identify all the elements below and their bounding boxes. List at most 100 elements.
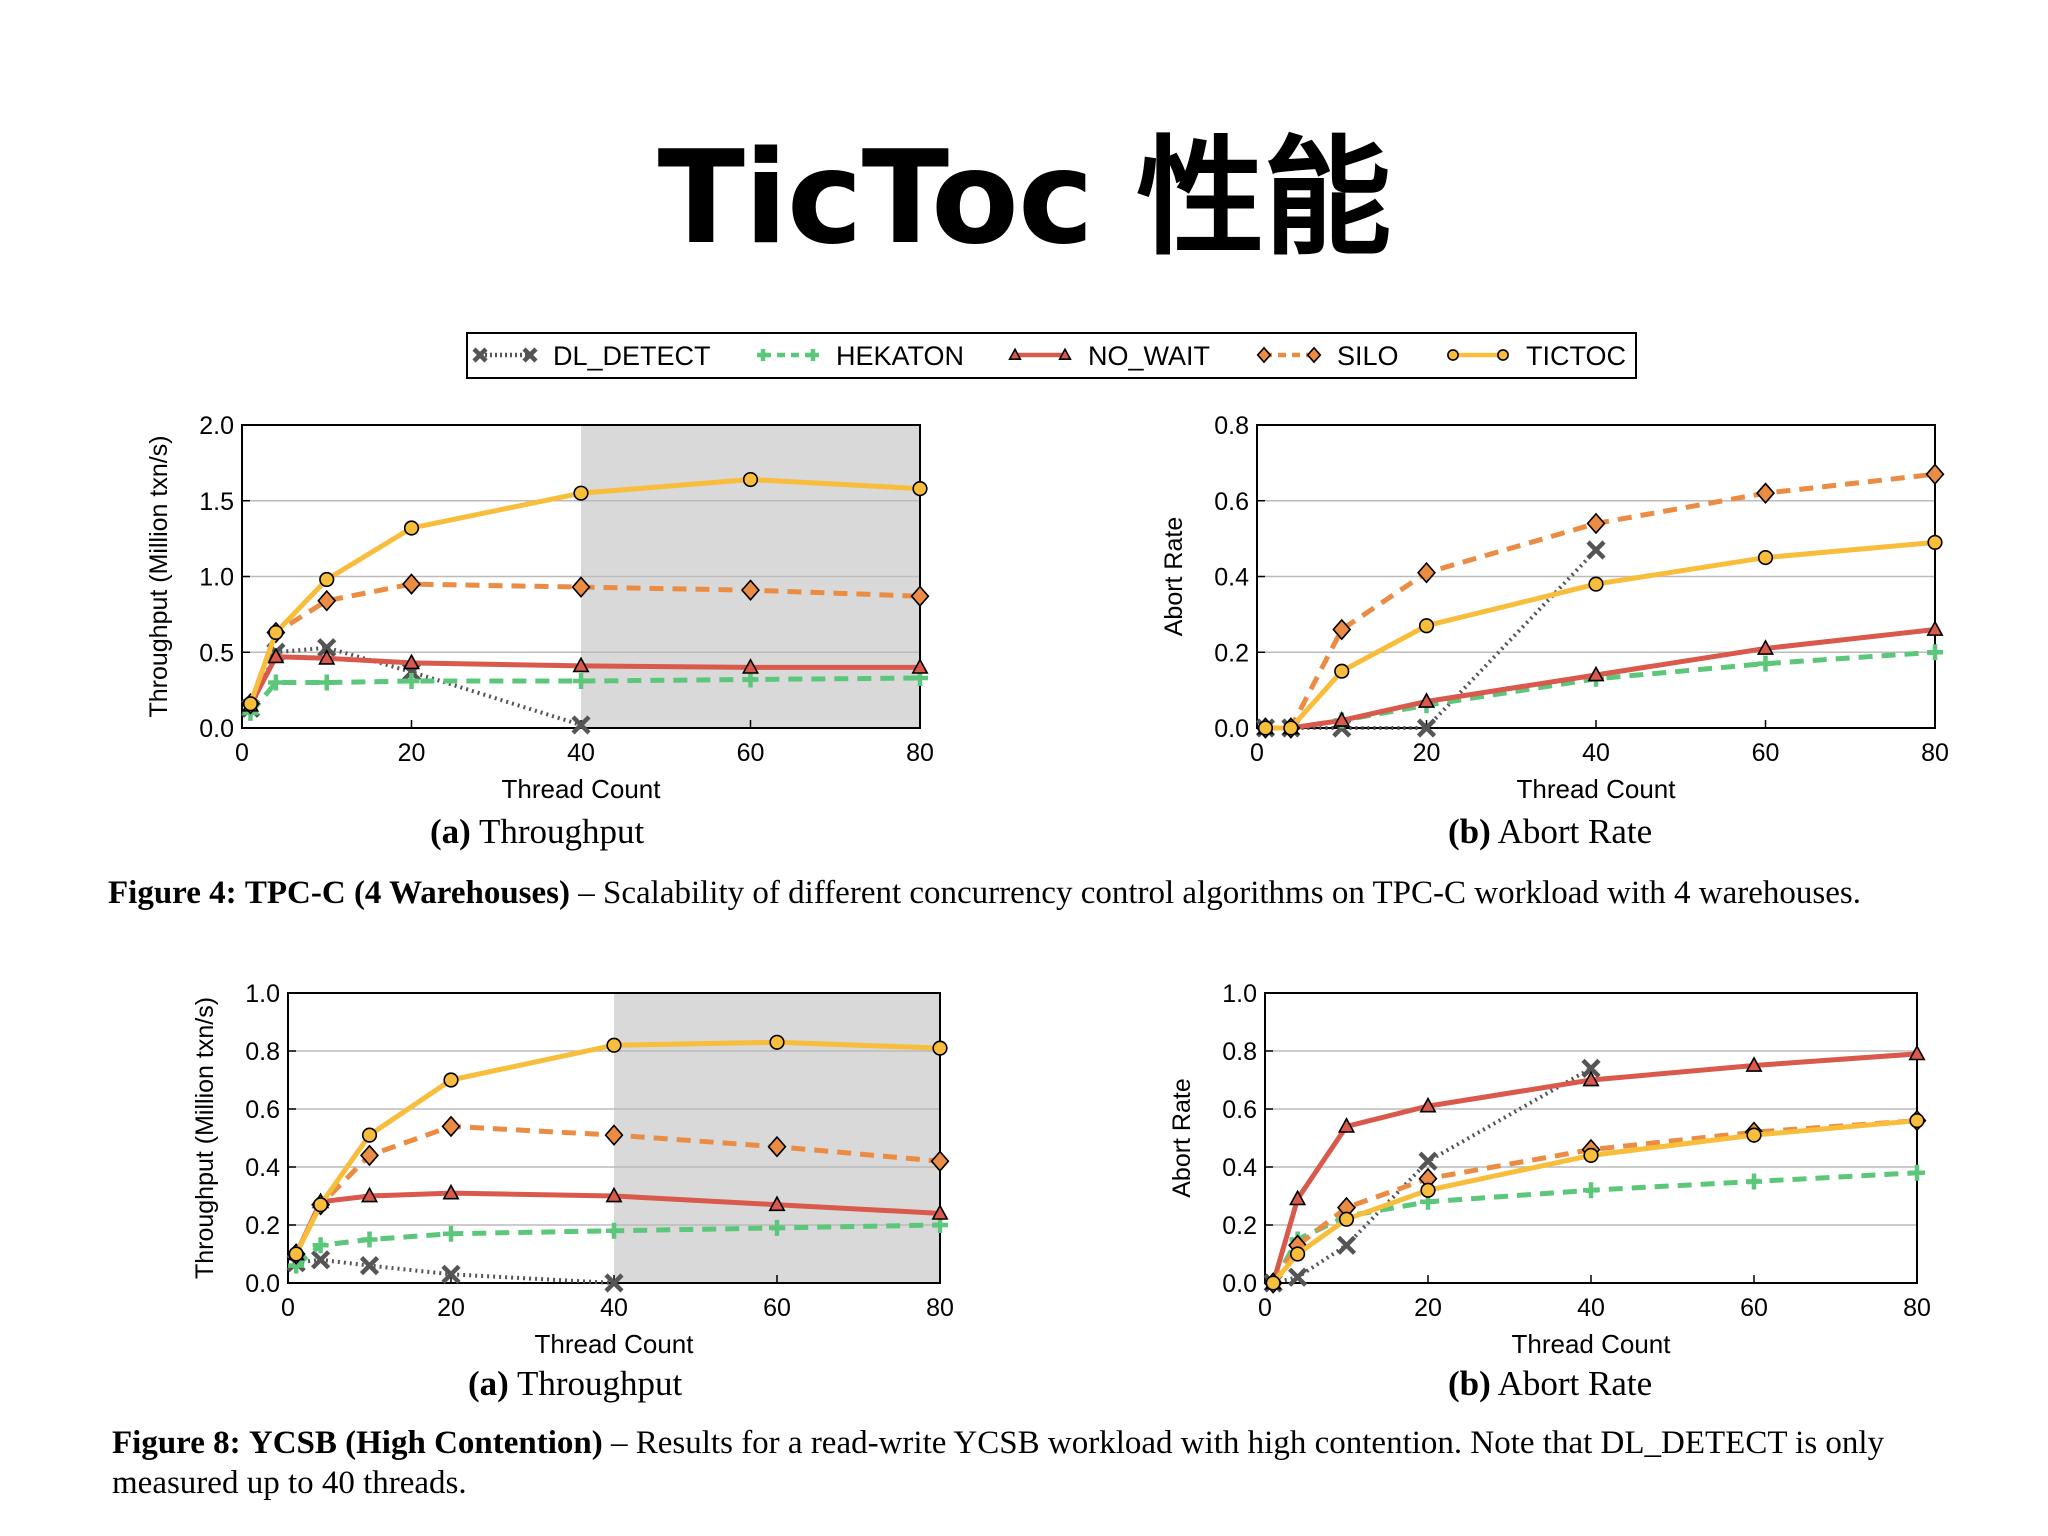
figure4-caption-bold: TPC-C (4 Warehouses) <box>244 875 570 911</box>
legend-label-hekaton: HEKATON <box>836 341 964 371</box>
data-point-silo <box>441 1115 461 1138</box>
data-point-no_wait <box>1417 692 1436 708</box>
data-point-dl_detect <box>317 638 337 658</box>
data-point-tictoc <box>1588 576 1604 592</box>
x-tick-label: 60 <box>1752 739 1780 767</box>
y-tick-label: 0.4 <box>245 1154 280 1182</box>
data-point-silo <box>1925 463 1945 486</box>
figure8-caption-text: – Results for a read-write YCSB workload… <box>611 1425 1885 1461</box>
y-tick-label: 1.0 <box>1222 980 1257 1008</box>
data-point-tictoc <box>573 485 589 501</box>
data-point-dl_detect <box>571 715 591 735</box>
series-line-dl_detect <box>248 645 582 727</box>
data-point-no_wait <box>1926 620 1944 636</box>
data-point-tictoc <box>1338 1211 1355 1227</box>
data-point-tictoc <box>1583 1147 1599 1163</box>
data-point-tictoc <box>403 520 420 536</box>
legend-marker-hekaton <box>757 349 769 361</box>
data-point-no_wait <box>1745 1056 1763 1072</box>
subtitle-label: (a) <box>468 1364 509 1403</box>
legend-marker-silo <box>1306 346 1322 364</box>
data-point-no_wait <box>911 658 929 674</box>
data-point-silo <box>360 1144 379 1167</box>
figure4-caption-label: Figure 4: <box>108 875 237 911</box>
series-line-tictoc <box>1265 539 1936 731</box>
y-tick-label: 0.0 <box>1222 1270 1257 1298</box>
data-point-dl_detect <box>311 1250 331 1270</box>
data-point-tictoc <box>443 1072 459 1088</box>
legend-marker-dl_detect <box>522 347 538 363</box>
data-point-hekaton <box>742 671 759 688</box>
y-tick-label: 0.8 <box>245 1038 280 1066</box>
y-tick-label: 0.0 <box>1214 715 1249 743</box>
data-point-tictoc <box>1420 1182 1436 1198</box>
legend-label-tictoc: TICTOC <box>1526 341 1626 371</box>
x-tick-label: 20 <box>437 1294 465 1322</box>
legend: DL_DETECT HEKATON NO_WAIT SILO TICTOC <box>466 332 1637 379</box>
y-tick-label: 1.5 <box>199 488 234 516</box>
data-point-no_wait <box>360 1186 379 1203</box>
data-point-tictoc <box>1265 1275 1281 1291</box>
x-axis-label: Thread Count <box>1512 1329 1672 1359</box>
data-point-tictoc <box>1283 720 1299 736</box>
data-point-dl_detect <box>359 1256 380 1276</box>
data-point-tictoc <box>1757 549 1774 566</box>
y-axis-label: Abort Rate <box>1160 517 1188 637</box>
figure8-caption-bold: YCSB (High Contention) <box>248 1425 603 1461</box>
data-point-tictoc <box>1334 663 1350 679</box>
subtitle-label: (b) <box>1448 812 1491 851</box>
data-point-no_wait <box>768 1195 786 1212</box>
data-point-no_wait <box>402 653 421 670</box>
x-axis-label: Thread Count <box>502 774 662 804</box>
data-point-hekaton <box>443 1225 459 1242</box>
y-tick-label: 0.6 <box>1222 1096 1257 1124</box>
data-point-no_wait <box>1582 1070 1600 1087</box>
y-tick-label: 0.8 <box>1222 1038 1257 1066</box>
y-tick-label: 0.6 <box>245 1096 280 1124</box>
y-tick-label: 1.0 <box>245 980 280 1008</box>
data-point-tictoc <box>1927 534 1943 551</box>
x-tick-label: 0 <box>1250 739 1264 767</box>
data-point-tictoc <box>912 481 928 497</box>
figure4-caption: Figure 4: TPC-C (4 Warehouses) – Scalabi… <box>108 875 1861 912</box>
tpcc-throughput-chart: 0.0 0.5 1.0 1.5 2.0 0 20 40 60 80 Thread Count Thro… <box>145 412 934 804</box>
figure8-caption-label: Figure 8: <box>112 1425 241 1461</box>
x-tick-label: 80 <box>1921 739 1949 767</box>
data-point-hekaton <box>606 1222 622 1239</box>
data-point-tictoc <box>1418 618 1435 634</box>
x-tick-label: 20 <box>398 739 426 767</box>
x-tick-label: 40 <box>1582 739 1610 767</box>
data-point-tictoc <box>606 1037 622 1053</box>
y-tick-label: 0.4 <box>1222 1154 1257 1182</box>
ycsb-abort-subtitle: (b) Abort Rate <box>1448 1364 1652 1404</box>
y-tick-label: 0.2 <box>1222 1212 1257 1240</box>
legend-marker-no_wait <box>1058 347 1072 361</box>
y-tick-label: 2.0 <box>199 412 234 440</box>
x-tick-label: 0 <box>235 739 249 767</box>
subtitle-text: Abort Rate <box>1497 1364 1653 1403</box>
data-point-silo <box>1417 561 1436 584</box>
data-point-tictoc <box>742 471 759 488</box>
tpcc-abort-chart: 0.0 0.2 0.4 0.6 0.8 0 20 40 60 80 Thread Count Abor… <box>1160 412 1949 804</box>
legend-label-no_wait: NO_WAIT <box>1088 341 1210 371</box>
data-point-silo <box>930 1150 950 1173</box>
data-point-no_wait <box>442 1183 460 1200</box>
data-point-silo <box>1586 512 1606 535</box>
data-point-hekaton <box>318 674 335 691</box>
data-point-tictoc <box>932 1040 948 1056</box>
series-line-no_wait <box>1270 1051 1918 1284</box>
data-point-no_wait <box>931 1204 949 1220</box>
x-tick-label: 80 <box>926 1294 954 1322</box>
y-tick-label: 0.5 <box>199 639 234 667</box>
data-point-silo <box>1756 482 1775 504</box>
y-tick-label: 0.2 <box>1214 639 1249 667</box>
x-tick-label: 40 <box>1577 1294 1605 1322</box>
subtitle-label: (a) <box>430 812 471 851</box>
data-point-no_wait <box>572 656 590 673</box>
slide-title: TicToc 性能 <box>657 124 1392 273</box>
y-tick-label: 0.0 <box>245 1270 280 1298</box>
x-tick-label: 40 <box>600 1294 628 1322</box>
data-point-dl_detect <box>441 1264 461 1284</box>
data-point-hekaton <box>1583 1182 1599 1199</box>
